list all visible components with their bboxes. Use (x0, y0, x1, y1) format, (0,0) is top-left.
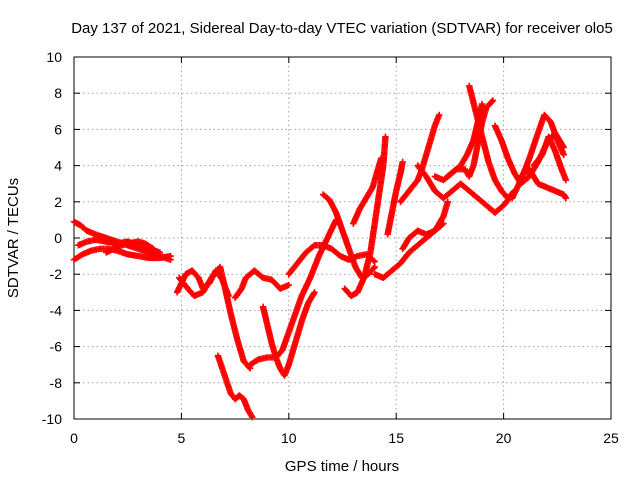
series-arc-16 (384, 158, 406, 238)
series-arc-24 (508, 111, 567, 202)
data-point (562, 194, 570, 202)
series-arc-8 (231, 267, 292, 301)
series-arc-13 (341, 133, 389, 300)
x-tick-label: 15 (388, 430, 404, 446)
y-tick-label: 2 (54, 194, 62, 210)
data-point (285, 281, 292, 289)
series-arc-6 (176, 263, 254, 372)
chart-title: Day 137 of 2021, Sidereal Day-to-day VTE… (71, 20, 613, 37)
y-tick-label: -2 (50, 266, 63, 282)
series-arc-12 (319, 191, 378, 282)
data-point (150, 245, 157, 253)
y-tick-label: -4 (50, 302, 63, 318)
y-tick-label: -6 (50, 339, 63, 355)
y-tick-label: 0 (54, 230, 62, 246)
series-arc-14 (350, 155, 385, 227)
data-point (382, 133, 389, 140)
data-point (435, 111, 443, 119)
data-point (377, 155, 385, 162)
series-arc-26 (530, 133, 570, 184)
data-point (371, 263, 378, 271)
data-point (167, 252, 174, 260)
series-arc-2 (70, 245, 174, 263)
series-arc-11 (285, 242, 378, 278)
series-arc-18 (399, 198, 451, 253)
y-axis-title: SDTVAR / TECUs (5, 178, 22, 298)
data-point (156, 249, 164, 256)
x-tick-label: 5 (178, 430, 186, 446)
axis-ticks: 0 5 10 15 20 25 -10 -8 -6 -4 -2 0 2 4 6 8 10 (42, 49, 619, 446)
data-point (560, 151, 567, 158)
series-arc-25 (517, 166, 570, 202)
data-point (478, 100, 486, 108)
x-tick-label: 10 (281, 430, 297, 446)
data-point (562, 176, 570, 184)
x-tick-label: 25 (603, 430, 619, 446)
series-arc-10 (259, 289, 318, 379)
data-point (488, 98, 495, 105)
data-point (451, 167, 459, 174)
data-point (399, 158, 406, 166)
x-tick-label: 0 (70, 430, 78, 446)
series-arc-4 (103, 238, 157, 256)
data-point (249, 413, 256, 421)
data-point (370, 264, 377, 272)
x-axis-title: GPS time / hours (285, 458, 399, 475)
y-tick-label: 10 (46, 49, 62, 65)
data-point (311, 289, 318, 296)
data-point (489, 97, 497, 104)
y-tick-label: 8 (54, 85, 62, 101)
y-tick-label: -8 (50, 375, 63, 391)
data-point (444, 198, 451, 205)
data-points (70, 82, 570, 421)
x-tick-label: 20 (496, 430, 512, 446)
data-point (310, 243, 317, 250)
y-tick-label: 6 (54, 121, 62, 137)
y-tick-label: -10 (42, 411, 62, 427)
y-tick-label: 4 (54, 158, 62, 174)
data-point (371, 258, 378, 265)
series-arc-7 (214, 352, 256, 421)
